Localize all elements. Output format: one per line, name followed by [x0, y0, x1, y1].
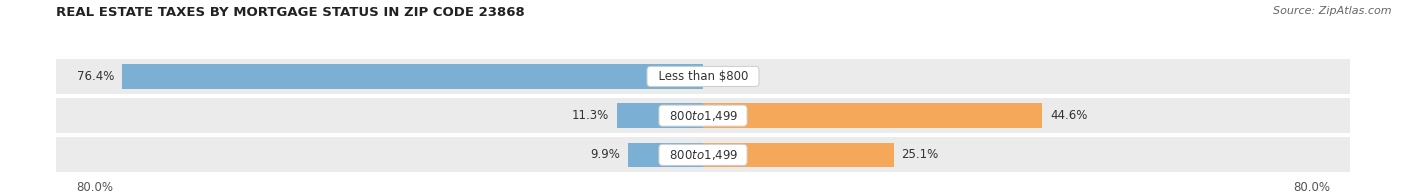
Bar	[56, 98, 1350, 133]
Text: Less than $800: Less than $800	[651, 70, 755, 83]
Text: Source: ZipAtlas.com: Source: ZipAtlas.com	[1274, 6, 1392, 16]
Bar	[122, 64, 703, 89]
Bar	[627, 143, 703, 167]
Text: $800 to $1,499: $800 to $1,499	[662, 109, 744, 123]
Bar	[617, 103, 703, 128]
Text: 11.3%: 11.3%	[572, 109, 609, 122]
Bar	[56, 59, 1350, 94]
Bar	[56, 137, 1350, 172]
Text: 0.0%: 0.0%	[710, 70, 740, 83]
Text: 25.1%: 25.1%	[901, 148, 939, 161]
Text: 9.9%: 9.9%	[591, 148, 620, 161]
Text: REAL ESTATE TAXES BY MORTGAGE STATUS IN ZIP CODE 23868: REAL ESTATE TAXES BY MORTGAGE STATUS IN …	[56, 6, 524, 19]
Bar	[703, 103, 1042, 128]
Bar	[703, 143, 894, 167]
Text: 76.4%: 76.4%	[77, 70, 114, 83]
Text: $800 to $1,499: $800 to $1,499	[662, 148, 744, 162]
Text: 44.6%: 44.6%	[1050, 109, 1087, 122]
